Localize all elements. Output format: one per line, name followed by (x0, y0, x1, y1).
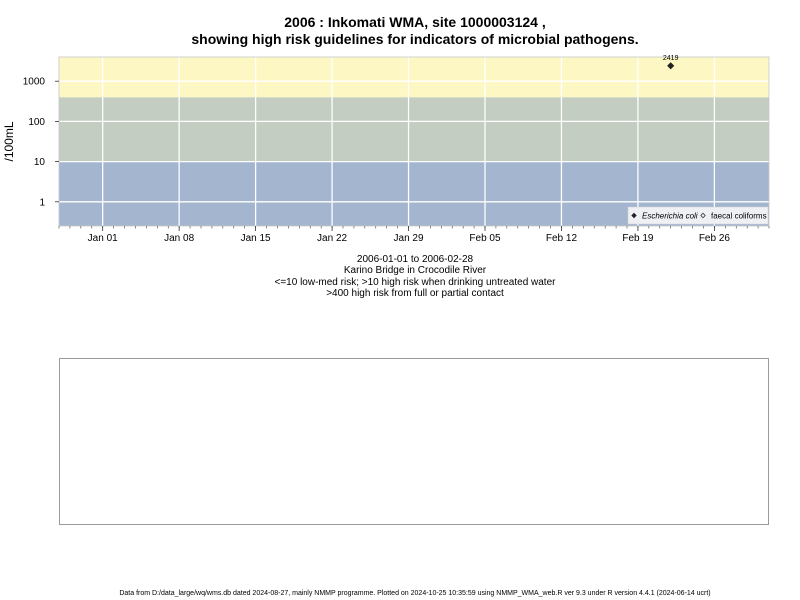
x-tick-label-0: Jan 01 (88, 233, 118, 244)
plot-frame (58, 56, 770, 227)
risk-band-1 (59, 97, 769, 162)
y-axis-title: /100mL (2, 121, 16, 161)
legend-box (627, 206, 769, 225)
subtitle-risk-drinking: <=10 low-med risk; >10 high risk when dr… (274, 277, 556, 288)
risk-band-2 (59, 57, 769, 98)
y-tick-label-3: 1000 (23, 77, 46, 88)
data-source-footer: Data from D:/data_large/wq/wms.db dated … (119, 590, 711, 597)
x-tick-label-3: Jan 22 (317, 233, 347, 244)
x-tick-label-8: Feb 26 (699, 233, 731, 244)
empty-plot-panel (59, 358, 769, 525)
y-tick-label-1: 10 (34, 157, 46, 168)
data-point-label-0-0: 2419 (663, 55, 679, 62)
x-tick-label-6: Feb 12 (546, 233, 578, 244)
data-point-0-0 (667, 62, 675, 70)
chart-title-line1: 2006 : Inkomati WMA, site 1000003124 , (284, 14, 546, 30)
x-tick-label-7: Feb 19 (622, 233, 654, 244)
legend-marker-1 (700, 212, 706, 219)
x-tick-label-2: Jan 15 (241, 233, 271, 244)
subtitle-site-name: Karino Bridge in Crocodile River (343, 265, 487, 276)
x-tick-label-1: Jan 08 (164, 233, 194, 244)
x-tick-label-5: Feb 05 (469, 233, 501, 244)
x-tick-label-4: Jan 29 (394, 233, 424, 244)
legend-label-1: faecal coliforms (711, 212, 767, 221)
legend-label-0: Escherichia coli (642, 212, 698, 221)
legend-marker-0 (631, 212, 637, 219)
y-tick-label-0: 1 (39, 197, 45, 208)
subtitle-risk-contact: >400 high risk from full or partial cont… (326, 288, 504, 299)
chart-title-line2: showing high risk guidelines for indicat… (191, 31, 639, 47)
subtitle-date-range: 2006-01-01 to 2006-02-28 (356, 254, 474, 265)
y-tick-label-2: 100 (28, 117, 45, 128)
